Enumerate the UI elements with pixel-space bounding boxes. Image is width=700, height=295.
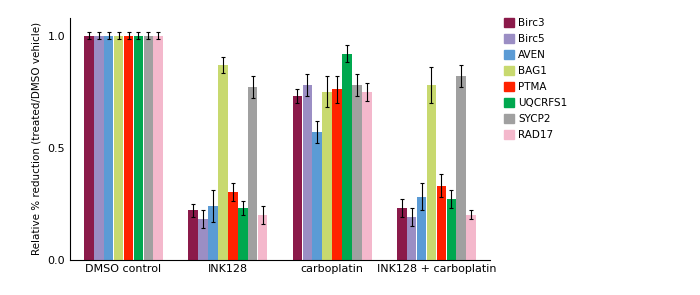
Bar (208, 206, 218, 260)
Y-axis label: Relative % reduction (treated/DMSO vehicle): Relative % reduction (treated/DMSO vehic… (32, 22, 42, 255)
Bar (258, 215, 267, 260)
Bar (94, 36, 104, 260)
Bar (323, 92, 332, 260)
Bar (84, 36, 94, 260)
Bar (104, 36, 113, 260)
Bar (134, 36, 143, 260)
Legend: Birc3, Birc5, AVEN, BAG1, PTMA, UQCRFS1, SYCP2, RAD17: Birc3, Birc5, AVEN, BAG1, PTMA, UQCRFS1,… (503, 18, 568, 140)
Bar (293, 96, 302, 260)
Bar (407, 217, 416, 260)
Bar (188, 210, 198, 260)
Bar (397, 208, 407, 260)
Bar (144, 36, 153, 260)
Bar (248, 87, 258, 260)
Bar (332, 89, 342, 260)
Bar (342, 53, 352, 260)
Bar (312, 132, 322, 260)
Bar (113, 36, 123, 260)
Bar (416, 197, 426, 260)
Bar (228, 192, 237, 260)
Bar (427, 85, 436, 260)
Bar (456, 76, 466, 260)
Bar (447, 199, 456, 260)
Bar (153, 36, 163, 260)
Bar (466, 215, 476, 260)
Bar (238, 208, 248, 260)
Bar (437, 186, 447, 260)
Bar (352, 85, 362, 260)
Bar (198, 219, 208, 260)
Bar (362, 92, 372, 260)
Bar (302, 85, 312, 260)
Bar (218, 65, 228, 260)
Bar (124, 36, 133, 260)
